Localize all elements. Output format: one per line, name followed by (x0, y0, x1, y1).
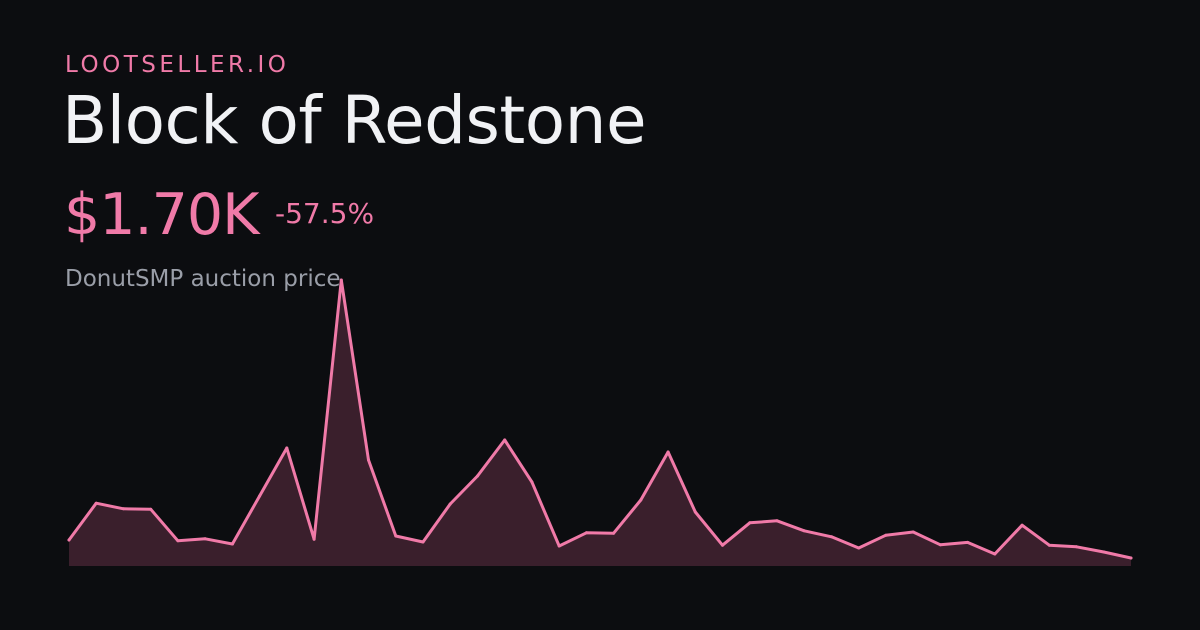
item-title: Block of Redstone (62, 82, 647, 159)
data-point-16 (503, 438, 507, 442)
data-point-29 (857, 546, 861, 550)
data-point-17 (530, 480, 534, 484)
chart-subtitle: DonutSMP auction price (65, 266, 341, 292)
price-points (67, 278, 1133, 560)
price-change: -57.5% (275, 197, 375, 230)
data-point-8 (285, 446, 289, 450)
data-point-32 (938, 543, 942, 547)
data-point-14 (448, 502, 452, 506)
data-point-1 (94, 501, 98, 505)
data-point-20 (612, 531, 616, 535)
data-point-3 (149, 507, 153, 511)
data-point-34 (993, 552, 997, 556)
data-point-36 (1047, 543, 1051, 547)
data-point-31 (911, 530, 915, 534)
data-point-37 (1075, 545, 1078, 549)
data-point-39 (1129, 556, 1133, 560)
current-price: $1.70K (64, 182, 260, 248)
data-point-18 (557, 544, 561, 548)
data-point-10 (339, 278, 343, 282)
brand-label: LOOTSELLER.IO (65, 52, 290, 78)
data-point-4 (176, 539, 180, 543)
price-area (69, 280, 1131, 566)
data-point-9 (312, 537, 316, 541)
data-point-33 (966, 540, 970, 544)
data-point-38 (1102, 550, 1106, 554)
data-point-19 (584, 531, 588, 535)
data-point-21 (639, 498, 643, 502)
price-line (67, 278, 1133, 560)
data-point-22 (666, 450, 670, 454)
data-point-28 (830, 535, 833, 539)
data-point-11 (367, 458, 370, 462)
data-point-12 (394, 534, 398, 538)
data-point-23 (693, 510, 697, 514)
data-point-35 (1020, 523, 1024, 527)
data-point-7 (258, 494, 262, 498)
data-point-15 (476, 474, 479, 478)
data-point-24 (721, 543, 724, 547)
data-point-6 (230, 542, 234, 546)
data-point-5 (203, 537, 207, 541)
data-point-27 (802, 529, 806, 533)
data-point-25 (748, 521, 752, 525)
data-point-30 (884, 533, 888, 537)
data-point-26 (775, 519, 779, 523)
data-point-2 (122, 507, 125, 511)
data-point-0 (67, 538, 71, 542)
data-point-13 (421, 540, 425, 544)
